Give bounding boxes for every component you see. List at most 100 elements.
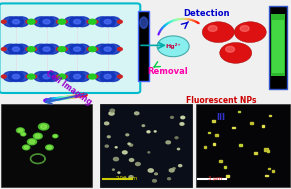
Circle shape <box>181 116 185 119</box>
Circle shape <box>104 47 111 51</box>
Circle shape <box>169 169 174 172</box>
Circle shape <box>118 48 122 51</box>
Circle shape <box>56 48 61 51</box>
Circle shape <box>105 44 120 54</box>
Circle shape <box>1 20 6 23</box>
Circle shape <box>75 17 90 27</box>
Circle shape <box>34 17 49 27</box>
Circle shape <box>1 75 6 78</box>
Bar <box>212 120 215 122</box>
Circle shape <box>8 72 24 81</box>
Circle shape <box>14 17 29 27</box>
Circle shape <box>173 168 175 169</box>
Circle shape <box>126 134 129 136</box>
Circle shape <box>22 133 25 135</box>
Circle shape <box>13 47 19 51</box>
Circle shape <box>8 44 24 54</box>
Circle shape <box>226 46 235 52</box>
Circle shape <box>87 75 92 78</box>
Circle shape <box>105 17 120 27</box>
Bar <box>262 125 264 127</box>
Circle shape <box>95 17 110 27</box>
Circle shape <box>75 72 90 81</box>
Text: Cell Imaging: Cell Imaging <box>44 69 93 107</box>
Text: Detection: Detection <box>183 9 230 18</box>
Bar <box>265 175 268 176</box>
Circle shape <box>44 17 59 27</box>
Circle shape <box>27 19 35 24</box>
Text: Removal: Removal <box>147 67 188 76</box>
Circle shape <box>74 47 81 51</box>
Circle shape <box>105 145 108 147</box>
Circle shape <box>178 148 180 150</box>
Circle shape <box>32 75 37 78</box>
Circle shape <box>88 19 96 24</box>
Circle shape <box>234 22 266 43</box>
Circle shape <box>115 147 117 148</box>
Bar <box>272 170 274 172</box>
Circle shape <box>23 145 30 150</box>
Bar <box>271 14 285 76</box>
Circle shape <box>13 74 19 79</box>
Circle shape <box>93 48 98 51</box>
Bar <box>223 166 226 168</box>
Circle shape <box>128 143 130 144</box>
Circle shape <box>1 48 6 51</box>
Circle shape <box>34 72 49 81</box>
Circle shape <box>118 172 120 173</box>
FancyBboxPatch shape <box>0 3 140 93</box>
Bar <box>215 134 218 136</box>
Circle shape <box>180 123 184 125</box>
Bar <box>232 127 235 128</box>
Bar <box>213 143 215 145</box>
Bar <box>208 132 210 133</box>
Circle shape <box>240 26 249 31</box>
Circle shape <box>26 75 31 78</box>
Bar <box>254 152 257 154</box>
Circle shape <box>147 131 150 133</box>
Circle shape <box>56 20 61 23</box>
Circle shape <box>39 72 54 81</box>
Circle shape <box>157 36 189 57</box>
Circle shape <box>171 116 173 118</box>
Circle shape <box>220 43 252 63</box>
Circle shape <box>54 135 57 137</box>
Circle shape <box>104 74 111 79</box>
Circle shape <box>32 20 37 23</box>
Circle shape <box>24 146 28 149</box>
Circle shape <box>27 47 35 52</box>
Bar <box>100 104 192 187</box>
Circle shape <box>142 125 145 126</box>
Circle shape <box>43 47 50 51</box>
Circle shape <box>74 19 81 24</box>
Bar <box>272 20 284 73</box>
Circle shape <box>39 44 54 54</box>
Circle shape <box>46 145 53 150</box>
Bar <box>100 104 192 187</box>
Bar <box>219 160 222 162</box>
Circle shape <box>179 165 182 167</box>
Circle shape <box>118 20 122 23</box>
Circle shape <box>8 17 24 27</box>
Circle shape <box>202 22 234 43</box>
Circle shape <box>74 74 81 79</box>
Circle shape <box>104 19 111 24</box>
Circle shape <box>123 151 127 154</box>
Circle shape <box>148 169 153 172</box>
Circle shape <box>56 75 61 78</box>
Circle shape <box>87 48 92 51</box>
Circle shape <box>33 133 42 139</box>
Circle shape <box>105 72 120 81</box>
Circle shape <box>39 17 54 27</box>
Circle shape <box>104 122 109 125</box>
Bar <box>268 168 270 169</box>
Circle shape <box>44 72 59 81</box>
Circle shape <box>64 44 79 54</box>
Circle shape <box>75 44 90 54</box>
Circle shape <box>152 180 157 182</box>
Circle shape <box>40 125 47 129</box>
Circle shape <box>44 44 59 54</box>
Circle shape <box>70 44 85 54</box>
Circle shape <box>21 132 26 136</box>
Bar <box>226 175 229 177</box>
